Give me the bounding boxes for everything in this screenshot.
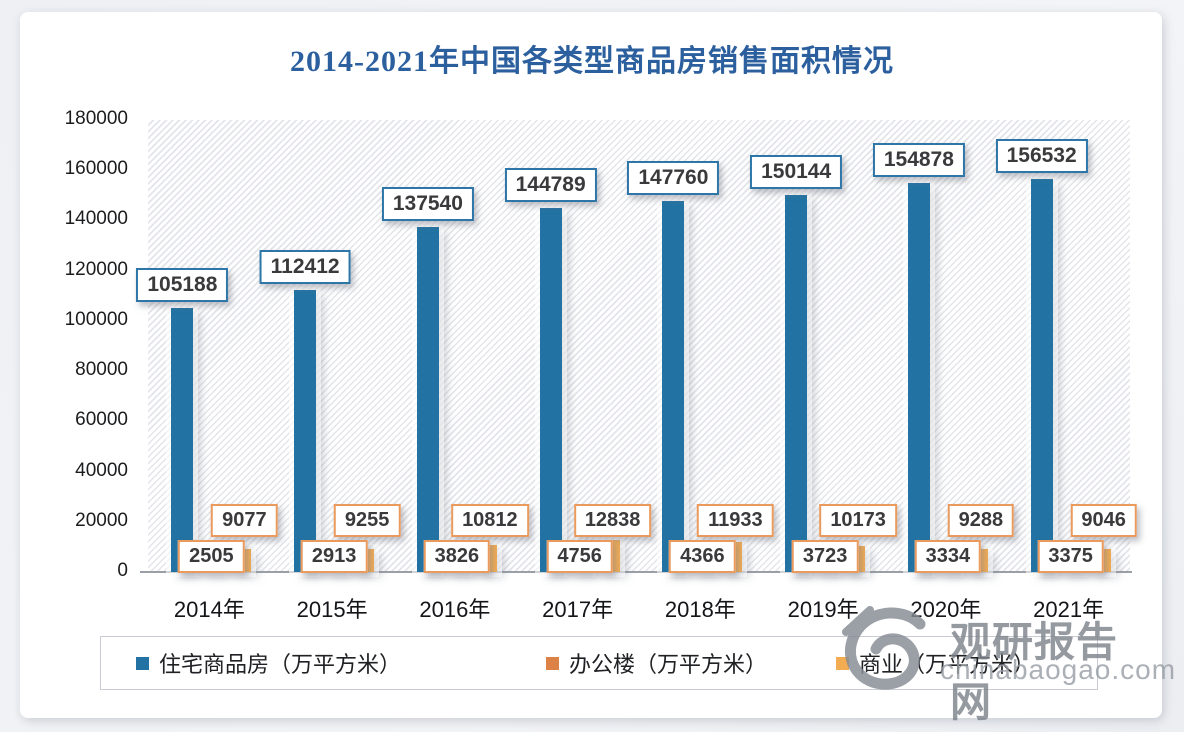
- watermark-site-url: chinabaogao.com: [940, 654, 1177, 685]
- value-label-office: 3375: [1037, 540, 1104, 573]
- x-axis-label: 2019年: [787, 597, 859, 622]
- legend-item-residential: 住宅商品房（万平方米）: [136, 647, 401, 679]
- value-label-office: 2505: [178, 540, 245, 573]
- value-label-commercial: 11933: [697, 504, 774, 537]
- watermark-site-name: 观研报告网: [950, 619, 1118, 725]
- y-tick-label: 40000: [75, 459, 128, 481]
- watermark-logo-icon: [842, 606, 926, 690]
- y-tick-label: 140000: [64, 208, 128, 230]
- value-label-residential: 137540: [381, 187, 474, 221]
- value-label-office: 4756: [546, 540, 613, 573]
- bar-residential: [662, 201, 685, 572]
- bar-residential: [539, 208, 562, 572]
- y-tick-label: 0: [117, 560, 128, 581]
- y-tick-label: 180000: [64, 108, 128, 129]
- value-label-commercial: 9046: [1070, 504, 1137, 537]
- watermark: 观研报告网 chinabaogao.com: [836, 600, 1175, 725]
- value-label-office: 2913: [300, 540, 368, 573]
- x-axis-label: 2018年: [664, 597, 736, 622]
- x-axis-line: [140, 571, 1132, 573]
- y-tick-label: 20000: [75, 509, 128, 531]
- value-label-residential: 105188: [136, 268, 229, 302]
- bar-residential: [171, 308, 194, 572]
- value-label-commercial: 9077: [211, 504, 278, 537]
- legend-swatch-office: [546, 656, 559, 670]
- bar-residential: [1030, 179, 1053, 572]
- bar-residential: [785, 195, 808, 572]
- y-tick-label: 160000: [64, 158, 128, 180]
- legend-label: 商业（万平方米）: [859, 652, 1036, 677]
- value-label-commercial: 10812: [451, 504, 529, 537]
- value-label-commercial: 9255: [333, 504, 401, 537]
- x-axis-label: 2021年: [1033, 597, 1105, 622]
- bar-residential: [294, 290, 317, 572]
- value-label-office: 3723: [791, 540, 859, 573]
- y-tick-label: 80000: [75, 359, 128, 381]
- value-label-residential: 147760: [627, 161, 720, 195]
- legend: 住宅商品房（万平方米） 办公楼（万平方米） 商业（万平方米）: [100, 636, 1098, 690]
- x-axis-label: 2015年: [296, 597, 368, 622]
- y-tick-label: 60000: [75, 409, 128, 431]
- legend-label: 住宅商品房（万平方米）: [159, 652, 402, 677]
- x-axis-label: 2017年: [542, 597, 614, 622]
- value-label-residential: 156532: [995, 139, 1088, 173]
- value-label-residential: 154878: [872, 143, 965, 177]
- legend-label: 办公楼（万平方米）: [569, 652, 768, 677]
- legend-item-office: 办公楼（万平方米）: [546, 647, 767, 679]
- x-axis-label: 2014年: [173, 597, 245, 622]
- page-title: 2014-2021年中国各类型商品房销售面积情况: [290, 45, 894, 78]
- value-label-office: 3334: [914, 540, 982, 573]
- bar-residential: [416, 227, 439, 572]
- bar-residential: [907, 183, 930, 572]
- x-axis-label: 2020年: [910, 597, 982, 622]
- y-tick-label: 120000: [64, 258, 128, 280]
- y-tick-label: 100000: [64, 308, 128, 330]
- value-label-office: 3826: [423, 540, 491, 573]
- legend-swatch-residential: [136, 656, 149, 670]
- value-label-residential: 150144: [750, 155, 843, 189]
- legend-swatch-commercial: [836, 656, 849, 670]
- value-label-office: 4366: [669, 540, 736, 573]
- value-label-residential: 144789: [504, 168, 597, 202]
- value-label-commercial: 9288: [947, 504, 1015, 537]
- value-label-residential: 112412: [259, 250, 351, 284]
- legend-item-commercial: 商业（万平方米）: [836, 647, 1035, 679]
- value-label-commercial: 12838: [573, 504, 652, 537]
- value-label-commercial: 10173: [819, 504, 897, 537]
- x-axis-label: 2016年: [419, 597, 491, 622]
